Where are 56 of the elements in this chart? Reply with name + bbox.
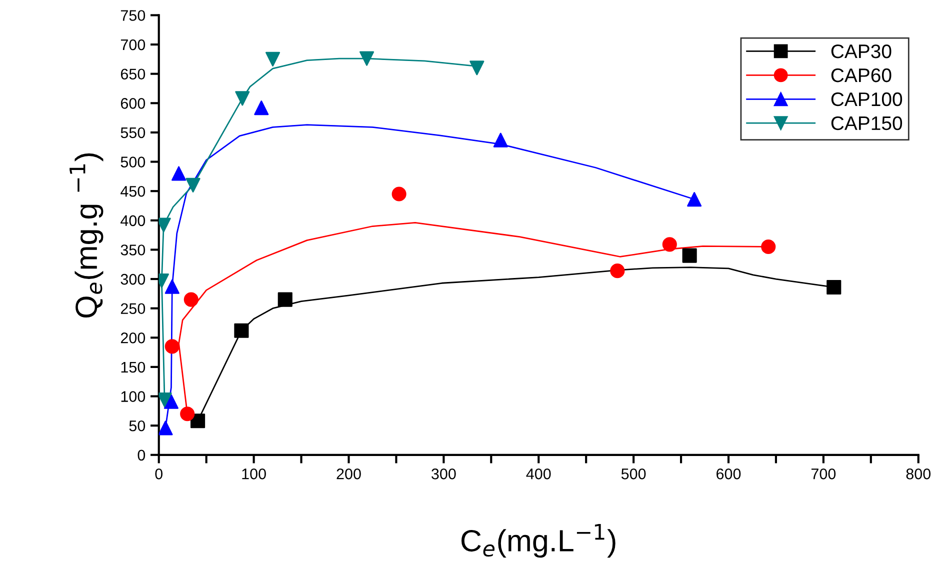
legend-label: CAP150 — [831, 116, 902, 130]
x-tick-label: 700 — [811, 468, 836, 480]
y-tick-label: 250 — [120, 303, 146, 314]
x-tick-label: 100 — [242, 468, 266, 480]
point — [266, 52, 280, 66]
point — [493, 132, 508, 148]
y-tick-label: 200 — [120, 332, 146, 344]
point — [164, 279, 180, 294]
point — [470, 60, 484, 76]
point — [254, 100, 269, 116]
x-tick-label: 400 — [526, 468, 551, 480]
x-tick-label: 300 — [432, 468, 456, 480]
x-axis-title: C$_{e}$(mg.L$^{−1}$) — [461, 524, 616, 558]
y-tick-label: 600 — [120, 98, 146, 109]
point — [392, 186, 406, 202]
point — [190, 414, 206, 428]
point — [610, 264, 625, 278]
point — [235, 91, 250, 106]
x-tick-label: 200 — [336, 468, 361, 480]
point — [278, 292, 292, 307]
x-tick-label: 600 — [716, 468, 741, 480]
point — [180, 406, 195, 422]
point — [158, 420, 173, 436]
point — [682, 248, 697, 263]
point — [164, 339, 180, 354]
y-tick-label: 50 — [129, 420, 146, 432]
y-tick-label: 500 — [120, 156, 146, 168]
y-tick-label: 550 — [120, 127, 146, 138]
point — [662, 237, 677, 252]
legend-label: CAP100 — [831, 92, 902, 106]
x-tick-label: 500 — [621, 468, 646, 480]
point — [164, 394, 178, 409]
point — [184, 292, 198, 307]
point — [172, 166, 186, 181]
point — [359, 51, 374, 66]
y-tick-label: 0 — [138, 450, 146, 461]
y-tick-label: 650 — [120, 68, 146, 80]
y-axis-title: Q$_{e}$(mg.g $^{−1}$) — [70, 153, 104, 318]
y-tick-label: 450 — [120, 186, 146, 197]
legend-label: CAP60 — [831, 68, 892, 82]
point — [687, 192, 702, 207]
y-tick-label: 400 — [120, 215, 146, 226]
point — [826, 280, 842, 295]
point — [158, 392, 172, 408]
y-tick-label: 300 — [120, 274, 146, 285]
y-tick-label: 150 — [121, 362, 146, 373]
y-tick-label: 750 — [120, 10, 146, 21]
y-tick-label: 700 — [120, 39, 146, 50]
point — [234, 323, 249, 338]
x-tick-label: 800 — [906, 468, 931, 480]
point — [186, 178, 200, 193]
y-tick-label: 100 — [121, 391, 146, 402]
legend-label: CAP30 — [831, 44, 892, 58]
y-tick-label: 350 — [120, 244, 146, 256]
x-tick-label: 0 — [155, 468, 163, 480]
point — [761, 239, 776, 254]
